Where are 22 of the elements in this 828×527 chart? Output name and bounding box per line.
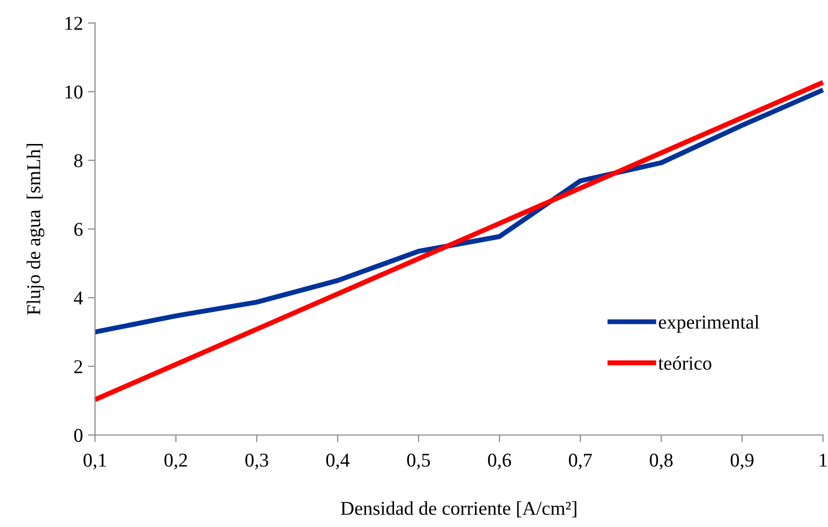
y-tick-label: 6 — [74, 222, 83, 236]
y-tick-label: 12 — [65, 16, 82, 30]
y-axis-title: Flujo de agua [smLh] — [26, 144, 44, 315]
y-tick-label: 2 — [74, 360, 82, 374]
x-tick-label: 0,9 — [730, 454, 754, 470]
line-series — [92, 88, 826, 334]
y-tick-label: 4 — [74, 292, 83, 304]
legend-label: teórico — [658, 356, 712, 370]
x-axis-title: Densidad de corriente [A/cm²] — [340, 501, 576, 518]
x-tick-label: 0,8 — [650, 454, 673, 470]
x-tick-label: 0,6 — [488, 454, 512, 470]
x-tick-label: 0,2 — [164, 454, 187, 470]
y-tick-label: 8 — [74, 154, 82, 168]
x-tick-label: 1 — [820, 454, 827, 467]
x-tick-label: 0,5 — [407, 454, 430, 470]
legend-label: experimental — [658, 315, 760, 333]
x-tick-label: 0,4 — [326, 454, 350, 470]
y-tick-label: 0 — [74, 428, 82, 442]
x-tick-label: 0,7 — [568, 454, 592, 470]
x-tick-label: 0,1 — [84, 454, 106, 470]
y-tick-label: 10 — [65, 85, 82, 99]
x-tick-label: 0,3 — [245, 454, 268, 470]
